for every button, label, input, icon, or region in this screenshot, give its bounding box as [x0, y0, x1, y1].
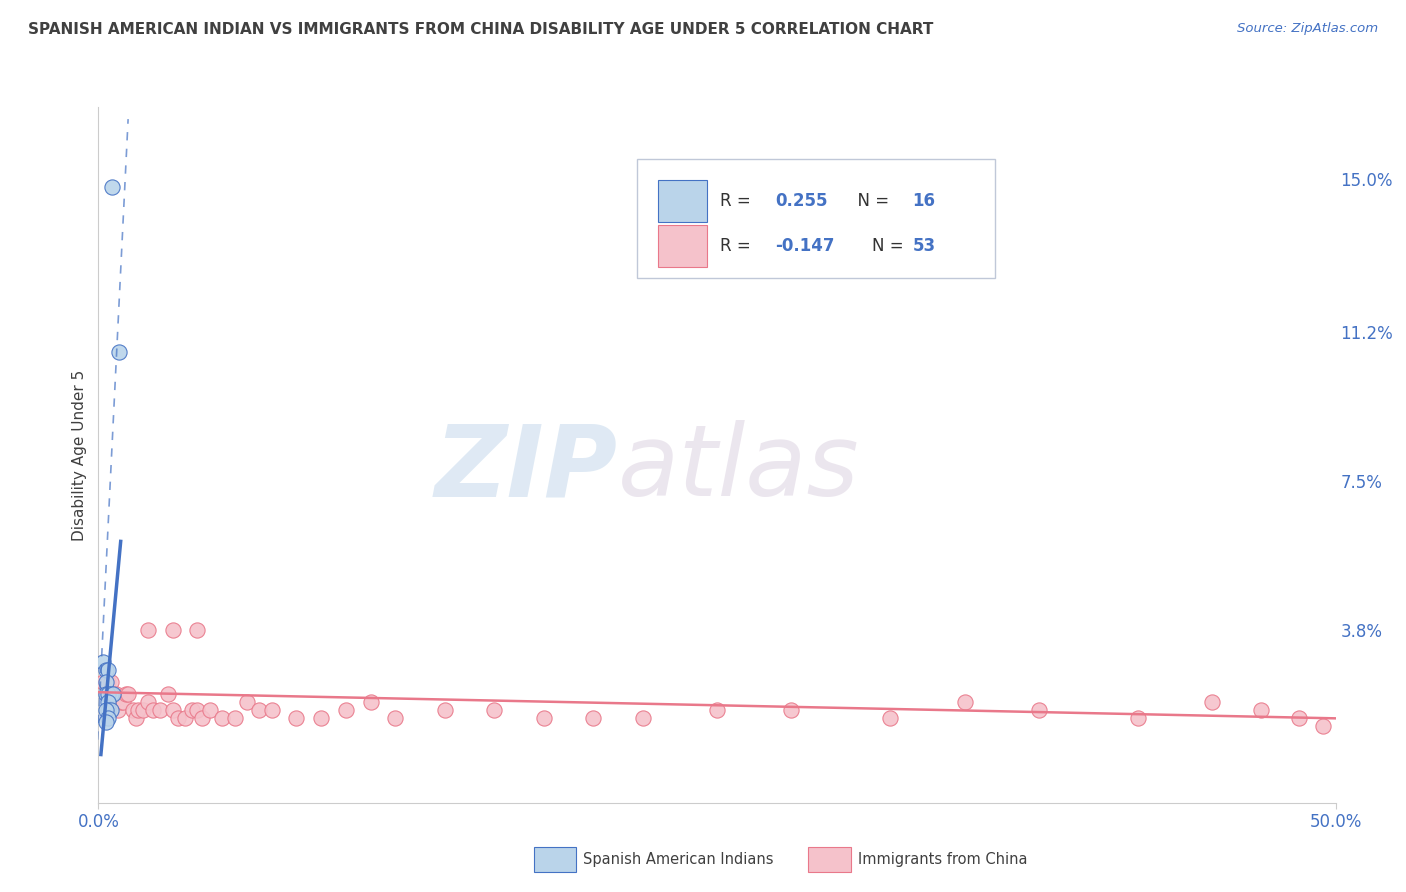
Point: [309, 711, 332, 725]
Point: [780, 703, 803, 717]
Point: [211, 711, 233, 725]
Point: [94, 703, 117, 717]
Point: [162, 623, 184, 637]
Text: N =: N =: [872, 237, 908, 255]
Point: [186, 703, 208, 717]
Point: [1126, 711, 1149, 725]
Point: [103, 695, 125, 709]
Point: [124, 711, 146, 725]
Point: [100, 675, 122, 690]
Point: [1250, 703, 1272, 717]
Bar: [658, 226, 707, 267]
Text: Source: ZipAtlas.com: Source: ZipAtlas.com: [1237, 22, 1378, 36]
Point: [108, 345, 131, 359]
Point: [433, 703, 456, 717]
Point: [94, 675, 117, 690]
Point: [162, 703, 184, 717]
Text: 0.255: 0.255: [775, 192, 828, 210]
Text: 53: 53: [912, 237, 935, 255]
Point: [97, 711, 120, 725]
Point: [181, 703, 204, 717]
Point: [100, 703, 122, 717]
Point: [1312, 719, 1334, 733]
Y-axis label: Disability Age Under 5: Disability Age Under 5: [72, 369, 87, 541]
Point: [94, 715, 117, 730]
Text: atlas: atlas: [619, 420, 859, 517]
Point: [360, 695, 382, 709]
Text: SPANISH AMERICAN INDIAN VS IMMIGRANTS FROM CHINA DISABILITY AGE UNDER 5 CORRELAT: SPANISH AMERICAN INDIAN VS IMMIGRANTS FR…: [28, 22, 934, 37]
Point: [142, 703, 165, 717]
Text: R =: R =: [720, 237, 755, 255]
Point: [156, 687, 179, 701]
Point: [93, 655, 115, 669]
Point: [191, 711, 214, 725]
Text: -0.147: -0.147: [775, 237, 835, 255]
Point: [484, 703, 506, 717]
Point: [174, 711, 197, 725]
Point: [93, 675, 115, 690]
Point: [94, 663, 117, 677]
Point: [224, 711, 246, 725]
Point: [127, 703, 149, 717]
Point: [186, 623, 208, 637]
FancyBboxPatch shape: [637, 159, 995, 277]
Point: [97, 695, 120, 709]
Bar: [658, 180, 707, 222]
Text: Spanish American Indians: Spanish American Indians: [583, 853, 773, 867]
Point: [149, 703, 172, 717]
Point: [117, 687, 139, 701]
Point: [100, 687, 122, 701]
Point: [533, 711, 555, 725]
Point: [247, 703, 270, 717]
Point: [132, 703, 155, 717]
Point: [260, 703, 283, 717]
Text: ZIP: ZIP: [434, 420, 619, 517]
Point: [335, 703, 357, 717]
Point: [582, 711, 605, 725]
Point: [136, 695, 159, 709]
Point: [114, 687, 136, 701]
Point: [198, 703, 221, 717]
Point: [107, 703, 129, 717]
Point: [97, 663, 120, 677]
Point: [103, 687, 125, 701]
Point: [112, 695, 135, 709]
Point: [110, 695, 132, 709]
Point: [97, 703, 120, 717]
Text: Immigrants from China: Immigrants from China: [858, 853, 1028, 867]
Point: [879, 711, 901, 725]
Point: [1201, 695, 1223, 709]
Point: [236, 695, 259, 709]
Point: [122, 703, 145, 717]
Text: 16: 16: [912, 192, 935, 210]
Point: [97, 687, 120, 701]
Point: [706, 703, 728, 717]
Point: [97, 675, 120, 690]
Text: R =: R =: [720, 192, 755, 210]
Point: [166, 711, 188, 725]
Point: [631, 711, 654, 725]
Point: [136, 623, 159, 637]
Point: [384, 711, 406, 725]
Point: [285, 711, 308, 725]
Point: [101, 180, 124, 194]
Point: [1028, 703, 1050, 717]
Point: [104, 687, 127, 701]
Text: N =: N =: [846, 192, 894, 210]
Point: [953, 695, 976, 709]
Point: [94, 687, 117, 701]
Point: [1288, 711, 1310, 725]
